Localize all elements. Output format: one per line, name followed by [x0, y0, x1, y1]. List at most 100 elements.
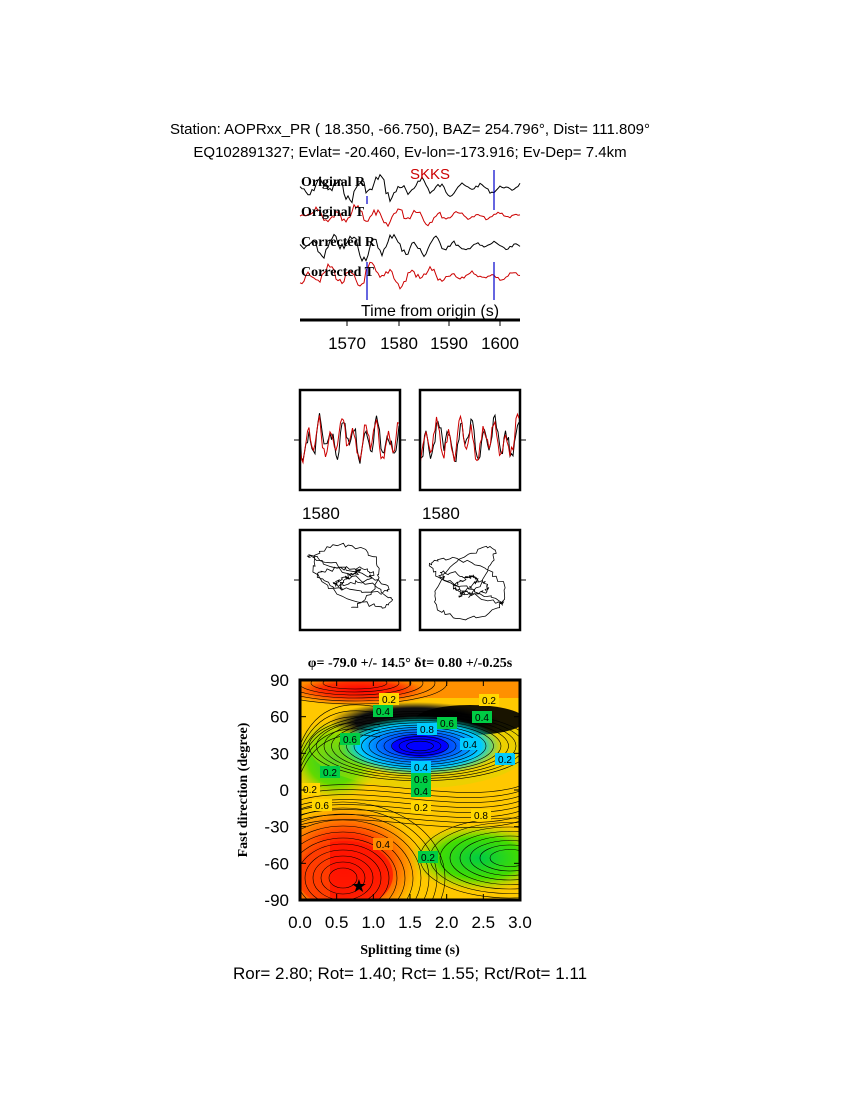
trace-line — [299, 233, 521, 263]
contour-line — [304, 849, 382, 900]
contour-line — [300, 728, 381, 770]
ytick-label: -30 — [264, 818, 289, 837]
contour-label-box — [460, 738, 480, 750]
contour-label-box — [495, 753, 515, 765]
footer-ratios: Ror= 2.80; Rot= 1.40; Rct= 1.55; Rct/Rot… — [233, 964, 587, 983]
contour-line — [300, 704, 381, 746]
contour-label: 0.6 — [343, 735, 357, 746]
traces-tick-1590: 1590 — [430, 334, 468, 353]
contour-label: 0.6 — [440, 719, 454, 730]
grid-search-xticks: 0.0 0.5 1.0 1.5 2.0 2.5 3.0 — [288, 913, 532, 932]
contour-label: 0.2 — [421, 853, 435, 864]
xtick-label: 1.5 — [398, 913, 422, 932]
contour-label-box — [312, 799, 332, 811]
trace-line — [299, 203, 521, 228]
particle-motion-panel-right — [418, 528, 522, 632]
ytick-label: 60 — [270, 708, 289, 727]
phase-label: SKKS — [410, 166, 450, 183]
contour-label: 0.2 — [303, 785, 317, 796]
traces-tick-1600: 1600 — [481, 334, 519, 353]
traces-tick-1570: 1570 — [328, 334, 366, 353]
grid-search-ylabel: Fast direction (degree) — [236, 722, 251, 857]
event-header: EQ102891327; Evlat= -20.460, Ev-lon=-173… — [193, 144, 627, 161]
xtick-label: 0.0 — [288, 913, 312, 932]
contour-label-box — [411, 761, 431, 773]
contour-line — [300, 831, 406, 900]
contour-line — [398, 738, 442, 754]
contour-line — [300, 837, 398, 900]
particle-motion-line — [428, 545, 506, 621]
contour-line — [406, 740, 434, 752]
waveform-line — [421, 412, 519, 462]
xtick-label: 1.0 — [362, 913, 386, 932]
contour-line — [300, 819, 520, 828]
contour-line — [300, 716, 381, 758]
contour-label: 0.2 — [382, 695, 396, 706]
traces-ticks — [346, 320, 501, 326]
traces-xlabel: Time from origin (s) — [361, 303, 499, 320]
particle-motion-line — [306, 542, 394, 609]
contour-line — [300, 843, 390, 900]
contour-label-box — [340, 733, 360, 745]
contour-line — [439, 826, 520, 890]
xtick-label: 2.5 — [472, 913, 496, 932]
contour-label-box — [471, 809, 491, 821]
contour-label: 0.4 — [463, 740, 477, 751]
contour-line — [300, 722, 381, 764]
ytick-label: 0 — [280, 781, 289, 800]
contour-line — [300, 825, 414, 900]
contour-label-box — [417, 723, 437, 735]
contour-label: 0.2 — [323, 768, 337, 779]
contour-line — [300, 680, 424, 699]
contour-line — [300, 794, 520, 803]
station-header: Station: AOPRxx_PR ( 18.350, -66.750), B… — [169, 121, 651, 138]
xtick-label: 3.0 — [508, 913, 532, 932]
particle-motion-left — [306, 542, 394, 609]
contour-line — [300, 814, 520, 823]
contour-label-box — [411, 785, 431, 797]
trace-line — [299, 261, 521, 290]
contour-line — [300, 801, 446, 900]
contour-label: 0.8 — [420, 725, 434, 736]
contour-line — [300, 710, 381, 752]
contour-label: 0.4 — [376, 707, 390, 718]
contour-label: 0.2 — [414, 803, 428, 814]
waveform-line — [301, 415, 399, 465]
contour-label: 0.6 — [315, 801, 329, 812]
waveform-left-traces — [301, 413, 399, 465]
grid-search-ticks — [299, 679, 521, 901]
trace-label-corrected-r: Corrected R — [301, 235, 376, 250]
waveform-left-tick: 1580 — [302, 504, 340, 523]
contour-label-box — [320, 766, 340, 778]
contour-label-box — [373, 838, 393, 850]
contour-label: 0.4 — [475, 713, 489, 724]
contour-label-box — [437, 717, 457, 729]
contour-line — [322, 680, 388, 690]
grid-search-yticks: 90 60 30 0 -30 -60 -90 — [264, 671, 289, 910]
contour-line — [489, 849, 520, 867]
contour-label: 0.6 — [414, 775, 428, 786]
contour-line — [310, 680, 400, 693]
contour-line — [300, 813, 430, 900]
contour-line — [312, 855, 374, 900]
contour-label-box — [379, 693, 399, 705]
contour-line — [469, 840, 520, 876]
particle-motion-right — [428, 545, 506, 621]
contour-line — [320, 861, 366, 895]
particle-motion-panel-left — [298, 528, 402, 632]
contour-label: 0.2 — [498, 755, 512, 766]
trace-label-original-t: Original T — [301, 205, 365, 220]
traces-panel — [299, 170, 521, 300]
contour-label-box — [300, 783, 320, 795]
xtick-label: 2.0 — [435, 913, 459, 932]
contour-line — [391, 736, 449, 756]
grid-search-title: φ= -79.0 +/- 14.5° δt= 0.80 +/-0.25s — [308, 656, 513, 671]
contour-line — [300, 680, 412, 696]
ytick-label: 90 — [270, 671, 289, 690]
contour-label: 0.4 — [376, 840, 390, 851]
contour-line — [300, 784, 520, 793]
ytick-label: 30 — [270, 744, 289, 763]
contour-label-box — [411, 773, 431, 785]
contour-label-box — [373, 705, 393, 717]
